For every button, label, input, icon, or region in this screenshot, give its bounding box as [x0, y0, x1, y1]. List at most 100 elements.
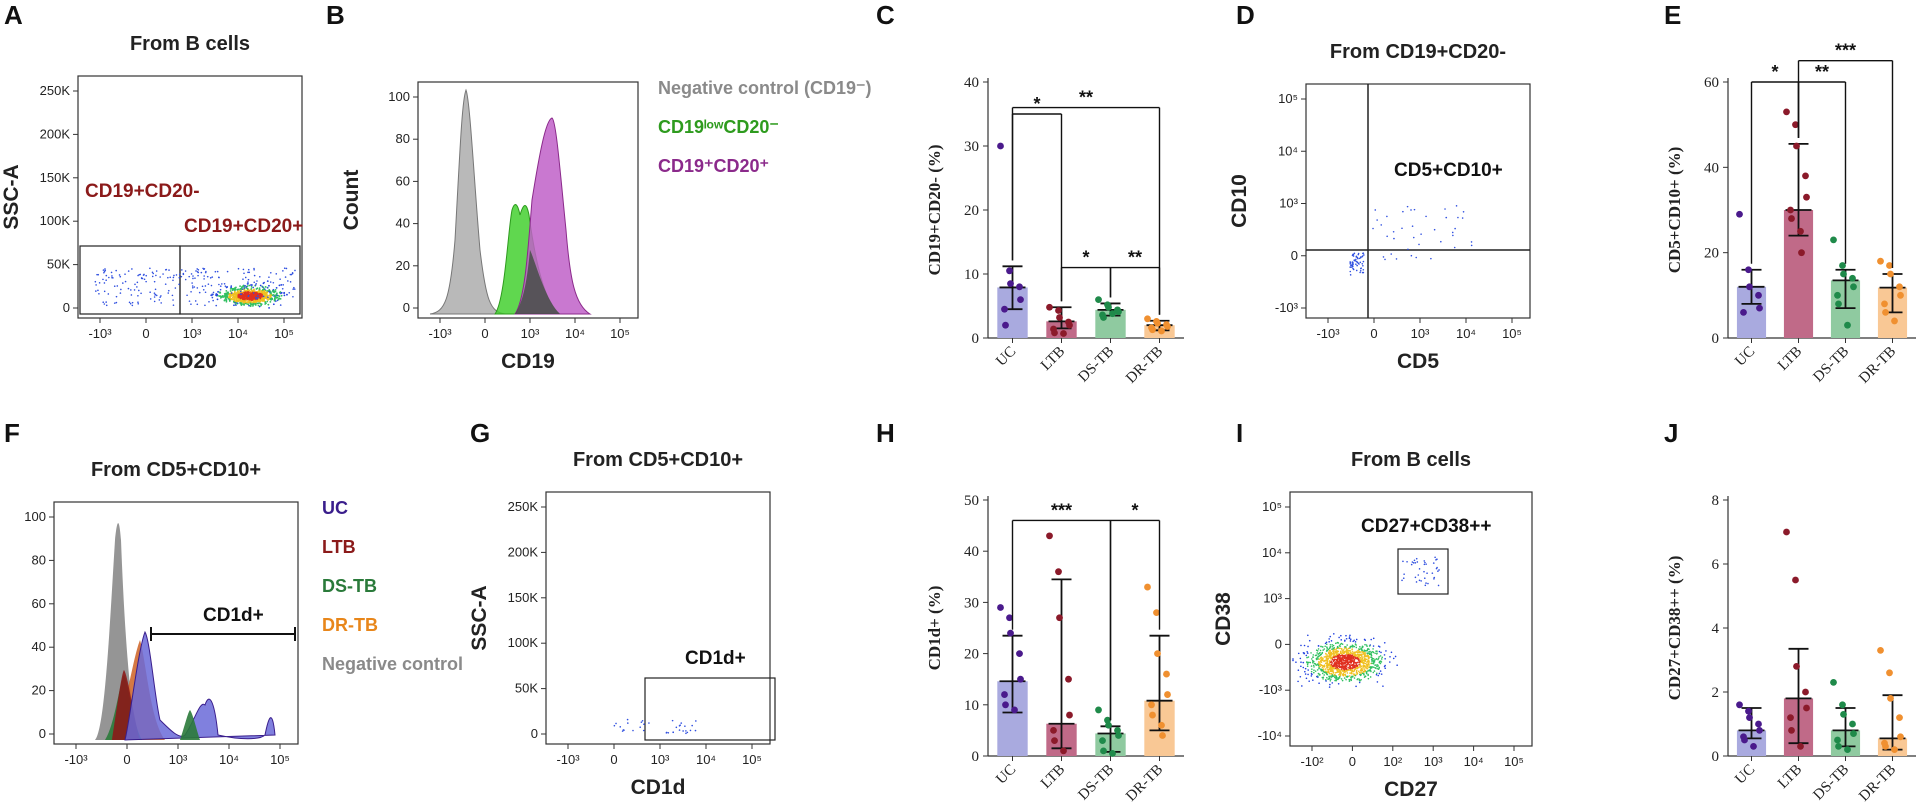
- event-dot: [1297, 669, 1300, 672]
- event-dot: [1321, 666, 1324, 669]
- legend-label: Negative control: [322, 654, 463, 674]
- event-dot: [1353, 677, 1356, 679]
- event-dot: [1334, 672, 1337, 674]
- data-point: [1891, 317, 1898, 325]
- event-dot: [667, 732, 670, 734]
- event-dot: [102, 269, 105, 271]
- plot-title: From CD5+CD10+: [91, 459, 261, 481]
- event-dot: [103, 270, 106, 273]
- event-dot: [1359, 269, 1362, 272]
- event-dot: [204, 304, 206, 307]
- x-tick-label: UC: [1732, 344, 1758, 370]
- event-dot: [1336, 669, 1338, 672]
- data-point: [1792, 576, 1799, 584]
- event-dot: [184, 278, 187, 281]
- x-tick-label: 10³: [521, 326, 540, 341]
- legend-label: CD19⁺CD20⁺: [658, 156, 769, 176]
- x-tick-label: 10³: [651, 752, 670, 767]
- legend-label: LTB: [322, 537, 356, 557]
- y-tick-label: 60: [32, 596, 46, 611]
- data-point: [1149, 711, 1156, 719]
- x-axis-title: CD5: [1397, 350, 1439, 373]
- event-dot: [243, 287, 246, 289]
- event-dot: [1316, 650, 1319, 652]
- event-dot: [248, 271, 251, 274]
- event-dot: [239, 285, 241, 288]
- event-dot: [1346, 664, 1349, 666]
- event-dot: [1350, 668, 1353, 671]
- event-dot: [1334, 674, 1336, 676]
- event-dot: [1351, 263, 1354, 265]
- event-dot: [1332, 644, 1335, 647]
- event-dot: [1317, 653, 1320, 655]
- data-point: [1109, 310, 1116, 318]
- event-dot: [1322, 668, 1325, 670]
- event-dot: [282, 270, 284, 272]
- event-dot: [1436, 566, 1438, 569]
- y-tick-label: 4: [1712, 621, 1720, 637]
- event-dot: [1374, 209, 1377, 211]
- event-dot: [258, 287, 261, 289]
- event-dot: [242, 268, 245, 271]
- event-dot: [258, 294, 261, 297]
- event-dot: [103, 290, 106, 293]
- y-tick-label: 100K: [40, 213, 71, 228]
- x-tick-label: 10⁵: [1502, 326, 1522, 341]
- event-dot: [275, 286, 278, 289]
- event-dot: [1350, 678, 1352, 680]
- event-dot: [235, 300, 238, 303]
- event-dot: [1341, 679, 1344, 682]
- event-dot: [162, 273, 164, 275]
- event-dot: [194, 300, 197, 302]
- event-dot: [1330, 669, 1332, 671]
- event-dot: [1347, 661, 1350, 664]
- event-dot: [1364, 665, 1367, 667]
- event-dot: [682, 730, 684, 732]
- x-axis-title: CD27: [1384, 778, 1438, 801]
- event-dot: [1307, 673, 1309, 676]
- event-dot: [158, 299, 161, 301]
- event-dot: [1418, 568, 1421, 570]
- event-dot: [129, 302, 132, 305]
- data-point: [1158, 327, 1165, 335]
- event-dot: [1329, 635, 1332, 638]
- plot-d: [1305, 83, 1531, 319]
- event-dot: [1337, 654, 1340, 657]
- event-dot: [1361, 661, 1364, 664]
- event-dot: [1372, 645, 1375, 647]
- event-dot: [1345, 657, 1347, 660]
- event-dot: [1376, 219, 1378, 221]
- bar-chart-h: [983, 496, 1184, 761]
- event-dot: [216, 298, 219, 301]
- event-dot: [236, 288, 239, 291]
- event-dot: [1326, 655, 1328, 658]
- event-dot: [274, 290, 277, 293]
- event-dot: [291, 272, 294, 274]
- event-dot: [675, 726, 678, 729]
- event-dot: [1420, 580, 1422, 582]
- event-dot: [282, 284, 285, 286]
- event-dot: [168, 269, 170, 271]
- event-dot: [1347, 658, 1350, 661]
- event-dot: [1326, 664, 1329, 666]
- event-dot: [1420, 233, 1422, 235]
- event-dot: [261, 289, 264, 291]
- event-dot: [1367, 673, 1369, 676]
- event-dot: [1332, 664, 1335, 666]
- event-dot: [1369, 650, 1371, 653]
- event-dot: [1358, 653, 1360, 656]
- data-point: [1051, 329, 1058, 337]
- y-tick-label: 40: [32, 639, 46, 654]
- gate-cd19-cd20-pos: [179, 245, 301, 315]
- event-dot: [1339, 654, 1342, 657]
- event-dot: [255, 294, 258, 297]
- event-dot: [1353, 639, 1355, 642]
- event-dot: [1295, 661, 1297, 663]
- gate-label-cd1d: CD1d+: [685, 648, 746, 669]
- data-point: [1844, 746, 1851, 753]
- y-tick-label: 10³: [1279, 196, 1298, 211]
- event-dot: [239, 302, 242, 305]
- y-tick-label: 6: [1712, 557, 1720, 573]
- event-dot: [269, 271, 272, 274]
- event-dot: [1331, 646, 1334, 648]
